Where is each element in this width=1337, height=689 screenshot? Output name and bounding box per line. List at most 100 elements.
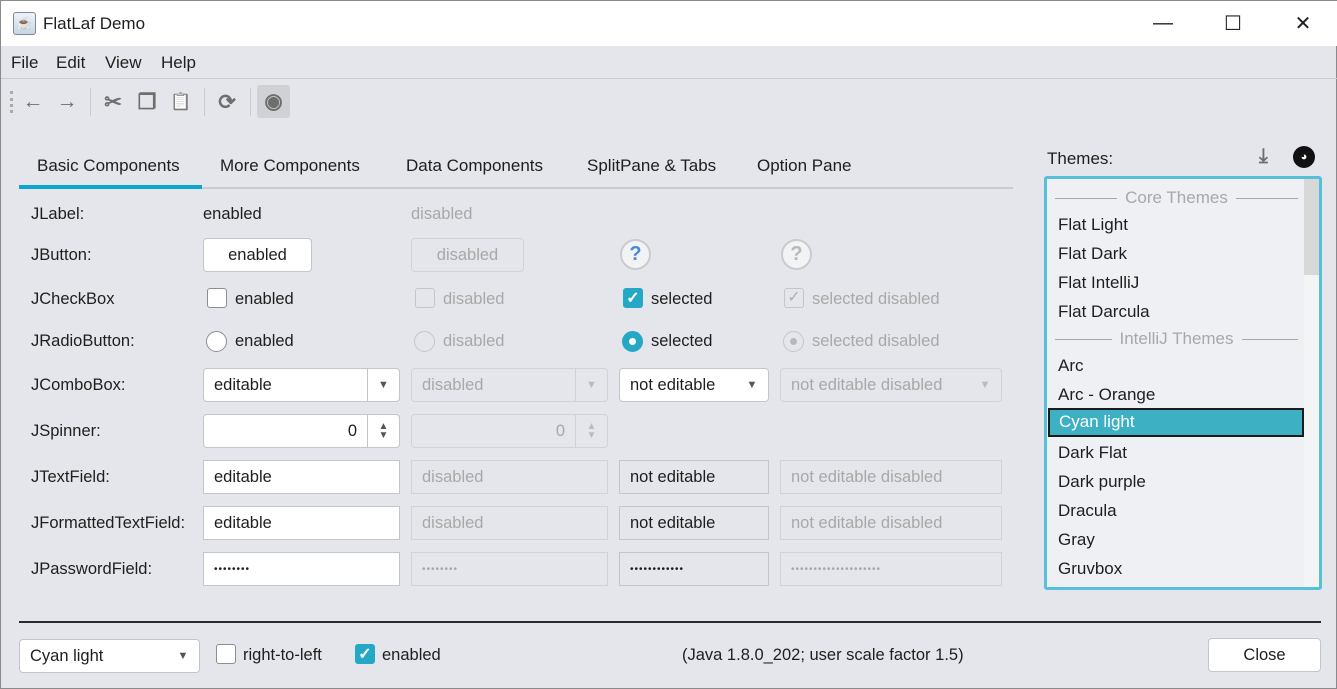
menu-edit[interactable]: Edit xyxy=(56,53,86,72)
theme-item[interactable]: Flat Light xyxy=(1058,215,1128,234)
button-enabled[interactable]: enabled xyxy=(203,238,312,272)
radio-enabled[interactable] xyxy=(206,331,227,352)
chevron-down-icon[interactable]: ▼ xyxy=(575,369,607,401)
theme-item[interactable]: Flat Darcula xyxy=(1058,302,1150,321)
label-jlabel: JLabel: xyxy=(31,205,85,223)
theme-item[interactable]: Gruvbox xyxy=(1058,559,1123,578)
cut-icon[interactable]: ✂ xyxy=(104,90,122,114)
scrollbar[interactable] xyxy=(1304,179,1319,587)
spinner-value[interactable]: 0 xyxy=(347,421,357,440)
password-disabled[interactable]: •••••••• xyxy=(411,552,608,586)
radio-selected-disabled[interactable] xyxy=(783,331,804,352)
menu-help[interactable]: Help xyxy=(161,53,196,72)
themes-list[interactable]: Core Themes Flat Light Flat Dark Flat In… xyxy=(1044,176,1322,590)
textfield-not-editable-disabled[interactable]: not editable disabled xyxy=(780,460,1002,494)
paste-icon[interactable]: 📋 xyxy=(170,92,192,111)
theme-item[interactable]: Flat IntelliJ xyxy=(1058,273,1140,292)
theme-item[interactable]: Dracula xyxy=(1058,501,1117,520)
formatted-editable[interactable]: editable xyxy=(203,506,400,540)
enabled-checkbox[interactable]: ✓ xyxy=(355,644,375,664)
combo-not-editable[interactable]: not editable ▼ xyxy=(619,368,769,402)
textfield-editable[interactable]: editable xyxy=(203,460,400,494)
themes-label: Themes: xyxy=(1047,149,1114,168)
enabled-label[interactable]: enabled xyxy=(382,646,441,664)
theme-item[interactable]: Arc - Orange xyxy=(1058,385,1156,404)
checkbox-disabled-label[interactable]: disabled xyxy=(443,290,505,308)
spinner-arrows-icon[interactable]: ▲ ▼ xyxy=(575,415,607,447)
refresh-icon[interactable]: ⟳ xyxy=(218,90,236,114)
help-button[interactable]: ? xyxy=(620,239,651,270)
chevron-down-icon[interactable]: ▼ xyxy=(746,379,758,391)
theme-combo[interactable]: Cyan light ▼ xyxy=(19,639,200,673)
theme-item[interactable]: Gray xyxy=(1058,530,1095,549)
textfield-disabled[interactable]: disabled xyxy=(411,460,608,494)
back-icon[interactable]: ← xyxy=(22,90,44,113)
maximize-button[interactable]: ☐ xyxy=(1224,13,1242,35)
checkbox-disabled[interactable] xyxy=(415,288,435,308)
combo-disabled-value: disabled xyxy=(422,375,484,394)
spinner-enabled[interactable]: 0 ▲ ▼ xyxy=(203,414,400,448)
checkbox-enabled-label[interactable]: enabled xyxy=(235,290,294,308)
toolbar-grip[interactable] xyxy=(10,91,13,113)
button-disabled[interactable]: disabled xyxy=(411,238,524,272)
chevron-down-icon[interactable]: ▼ xyxy=(979,379,991,391)
right-to-left-checkbox[interactable] xyxy=(216,644,236,664)
java-app-icon: ☕ xyxy=(13,12,36,35)
checkbox-selected[interactable]: ✓ xyxy=(623,288,643,308)
radio-selected-disabled-label[interactable]: selected disabled xyxy=(812,332,940,350)
password-not-editable[interactable]: •••••••••••• xyxy=(619,552,769,586)
spinner-arrows-icon[interactable]: ▲ ▼ xyxy=(367,415,399,447)
eye-icon[interactable]: ◉ xyxy=(257,85,290,118)
theme-item-selected[interactable]: Cyan light xyxy=(1048,408,1304,437)
combo-editable[interactable]: editable ▼ xyxy=(203,368,400,402)
theme-item[interactable]: Flat Dark xyxy=(1058,244,1127,263)
checkbox-selected-disabled[interactable]: ✓ xyxy=(784,288,804,308)
jlabel-enabled: enabled xyxy=(203,205,262,223)
minimize-button[interactable]: — xyxy=(1153,12,1173,34)
radio-selected-label[interactable]: selected xyxy=(651,332,713,350)
close-window-button[interactable]: ✕ xyxy=(1294,13,1312,35)
checkbox-enabled[interactable] xyxy=(207,288,227,308)
right-to-left-label[interactable]: right-to-left xyxy=(243,646,322,664)
toolbar-separator xyxy=(90,88,91,116)
tab-data-components[interactable]: Data Components xyxy=(406,156,544,175)
radio-enabled-label[interactable]: enabled xyxy=(235,332,294,350)
tab-option-pane[interactable]: Option Pane xyxy=(757,156,852,175)
password-not-editable-disabled[interactable]: •••••••••••••••••••• xyxy=(780,552,1002,586)
forward-icon[interactable]: → xyxy=(56,90,78,113)
scrollbar-thumb[interactable] xyxy=(1304,179,1319,275)
formatted-not-editable-disabled[interactable]: not editable disabled xyxy=(780,506,1002,540)
chevron-down-icon[interactable]: ▼ xyxy=(367,369,399,401)
label-jpasswordfield: JPasswordField: xyxy=(31,560,153,578)
checkbox-selected-label[interactable]: selected xyxy=(651,290,713,308)
radio-disabled-label[interactable]: disabled xyxy=(443,332,505,350)
help-button-disabled[interactable]: ? xyxy=(781,239,812,270)
combo-disabled[interactable]: disabled ▼ xyxy=(411,368,608,402)
menu-file[interactable]: File xyxy=(11,53,39,72)
chevron-down-icon[interactable]: ▼ xyxy=(177,650,189,662)
radio-selected[interactable] xyxy=(622,331,643,352)
tab-basic-components[interactable]: Basic Components xyxy=(37,156,180,175)
theme-item[interactable]: Dark purple xyxy=(1058,472,1146,491)
spinner-disabled[interactable]: 0 ▲ ▼ xyxy=(411,414,608,448)
combo-editable-value[interactable]: editable xyxy=(214,375,272,394)
bottom-separator xyxy=(19,621,1321,623)
theme-item[interactable]: Dark Flat xyxy=(1058,443,1127,462)
label-jtextfield: JTextField: xyxy=(31,468,110,486)
close-button[interactable]: Close xyxy=(1208,638,1321,672)
password-editable[interactable]: •••••••• xyxy=(203,552,400,586)
combo-not-editable-disabled[interactable]: not editable disabled ▼ xyxy=(780,368,1002,402)
textfield-not-editable[interactable]: not editable xyxy=(619,460,769,494)
checkbox-selected-disabled-label[interactable]: selected disabled xyxy=(812,290,940,308)
download-icon[interactable]: ⤓ xyxy=(1259,145,1268,167)
spinner-disabled-value: 0 xyxy=(555,421,565,440)
radio-disabled[interactable] xyxy=(414,331,435,352)
tab-more-components[interactable]: More Components xyxy=(220,156,360,175)
formatted-not-editable[interactable]: not editable xyxy=(619,506,769,540)
menu-view[interactable]: View xyxy=(105,53,142,72)
github-icon[interactable]: ◕ xyxy=(1293,146,1315,168)
formatted-disabled[interactable]: disabled xyxy=(411,506,608,540)
copy-icon[interactable]: ❐ xyxy=(137,90,157,114)
theme-item[interactable]: Arc xyxy=(1058,356,1084,375)
tab-splitpane-tabs[interactable]: SplitPane & Tabs xyxy=(587,156,717,175)
